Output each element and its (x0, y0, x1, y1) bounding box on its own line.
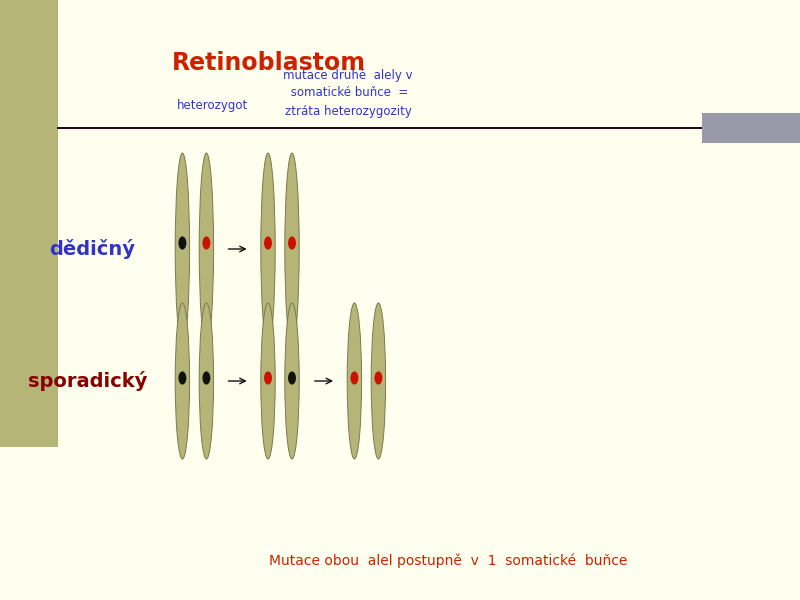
Ellipse shape (285, 153, 299, 345)
Ellipse shape (202, 371, 210, 385)
Text: Mutace obou  alel postupně  v  1  somatické  buňce: Mutace obou alel postupně v 1 somatické … (269, 554, 627, 568)
Ellipse shape (264, 371, 272, 385)
Ellipse shape (178, 236, 186, 250)
Text: heterozygot: heterozygot (176, 98, 248, 112)
Ellipse shape (261, 303, 275, 459)
Ellipse shape (175, 153, 190, 345)
Ellipse shape (347, 303, 362, 459)
Ellipse shape (264, 236, 272, 250)
Ellipse shape (178, 371, 186, 385)
Text: mutace druhé  alely v
 somatické buňce  =
ztráta heterozygozity: mutace druhé alely v somatické buňce = z… (283, 68, 413, 118)
Ellipse shape (288, 236, 296, 250)
Text: sporadický: sporadický (28, 371, 148, 391)
Ellipse shape (202, 236, 210, 250)
Text: Retinoblastom: Retinoblastom (172, 51, 366, 75)
Ellipse shape (350, 371, 358, 385)
Ellipse shape (199, 153, 214, 345)
Bar (0, 0, 58, 447)
Ellipse shape (371, 303, 386, 459)
Ellipse shape (288, 371, 296, 385)
Ellipse shape (374, 371, 382, 385)
Ellipse shape (175, 303, 190, 459)
Text: dědičný: dědičný (49, 239, 135, 259)
Ellipse shape (199, 303, 214, 459)
Ellipse shape (285, 303, 299, 459)
Bar (702, 113, 800, 143)
Ellipse shape (261, 153, 275, 345)
